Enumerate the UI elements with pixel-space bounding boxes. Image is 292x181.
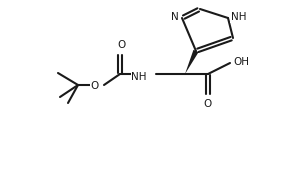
Text: NH: NH	[131, 72, 147, 82]
Text: N: N	[171, 12, 179, 22]
Text: NH: NH	[231, 12, 246, 22]
Polygon shape	[185, 50, 199, 74]
Text: O: O	[117, 40, 125, 50]
Text: OH: OH	[233, 57, 249, 67]
Text: O: O	[204, 99, 212, 109]
Text: O: O	[91, 81, 99, 91]
